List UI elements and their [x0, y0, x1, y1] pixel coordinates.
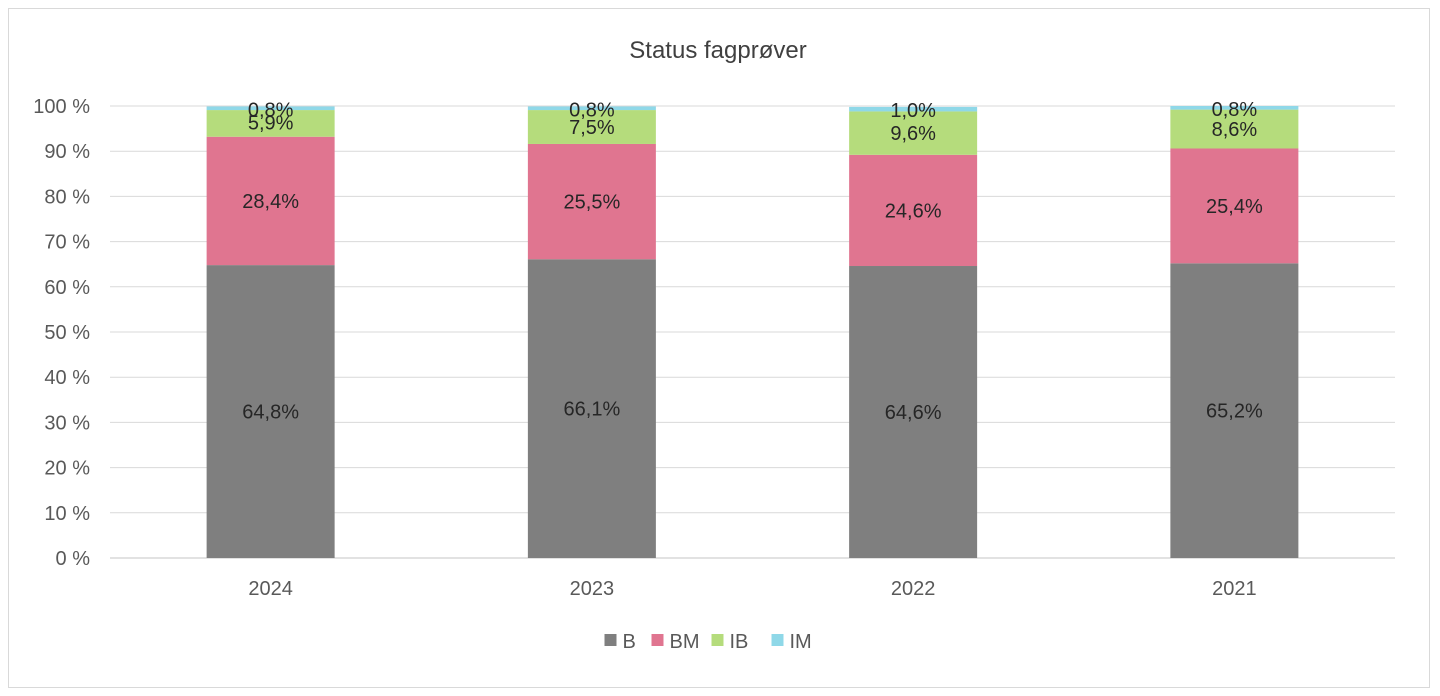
data-label-im-2022: 1,0%: [890, 100, 936, 122]
x-tick-label: 2023: [570, 578, 615, 600]
legend: B BM IB IM: [604, 631, 812, 653]
y-tick-label: 80 %: [44, 186, 90, 208]
bar-segment-ib-2021: [1170, 109, 1299, 149]
data-label-b-2021: 65,2%: [1206, 401, 1263, 423]
legend-label-ib: IB: [730, 631, 749, 653]
y-tick-label: 0 %: [56, 548, 91, 570]
data-label-b-2024: 64,8%: [242, 402, 299, 424]
y-tick-label: 100 %: [33, 96, 90, 118]
y-tick-label: 90 %: [44, 141, 90, 163]
data-label-im-2024: 0,8%: [248, 99, 294, 121]
data-label-bm-2021: 25,4%: [1206, 196, 1263, 218]
bar-segment-im-2022: [849, 106, 978, 112]
legend-swatch-b: [604, 634, 617, 646]
bar-segment-bm-2022: [849, 154, 978, 267]
data-label-im-2023: 0,8%: [569, 99, 615, 121]
y-tick-label: 40 %: [44, 367, 90, 389]
data-label-b-2023: 66,1%: [564, 399, 621, 421]
bar-segment-b-2021: [1170, 263, 1299, 558]
data-label-bm-2024: 28,4%: [242, 191, 299, 213]
bar-segment-b-2023: [527, 259, 656, 558]
bar-segment-b-2024: [206, 265, 335, 558]
legend-swatch-im: [771, 634, 784, 646]
y-tick-label: 10 %: [44, 503, 90, 525]
legend-label-im: IM: [790, 631, 812, 653]
y-axis: 0 % 10 % 20 % 30 % 40 % 50 % 60 % 70 % 80 % 90 % 1…: [33, 96, 90, 570]
bar-segment-im-2023: [527, 106, 656, 111]
data-label-ib-2024: 5,9%: [248, 112, 294, 134]
data-label-bm-2023: 25,5%: [564, 192, 621, 214]
y-tick-label: 60 %: [44, 277, 90, 299]
bar-segment-ib-2022: [849, 111, 978, 155]
data-label-b-2022: 64,6%: [885, 402, 942, 424]
legend-swatch-ib: [711, 634, 724, 646]
data-label-bm-2022: 24,6%: [885, 200, 942, 222]
chart-title: Status fagprøver: [629, 37, 806, 64]
y-tick-label: 30 %: [44, 412, 90, 434]
y-tick-label: 70 %: [44, 232, 90, 254]
x-axis: 2024 2023 2022 2021: [248, 578, 1256, 600]
bar-segment-ib-2024: [206, 110, 335, 137]
x-tick-label: 2021: [1212, 578, 1257, 600]
data-label-ib-2023: 7,5%: [569, 117, 615, 139]
bar-segment-bm-2023: [527, 143, 656, 260]
data-label-ib-2022: 9,6%: [890, 123, 936, 145]
legend-swatch-bm: [651, 634, 664, 646]
x-tick-label: 2022: [891, 578, 936, 600]
legend-label-bm: BM: [670, 631, 700, 653]
y-tick-label: 20 %: [44, 458, 90, 480]
bar-segment-im-2024: [206, 106, 335, 111]
bar-segment-b-2022: [849, 266, 978, 558]
bar-segment-im-2021: [1170, 106, 1299, 110]
x-tick-label: 2024: [248, 578, 293, 600]
bar-segment-bm-2021: [1170, 148, 1299, 264]
bar-segment-bm-2024: [206, 136, 335, 266]
y-tick-label: 50 %: [44, 322, 90, 344]
data-label-im-2021: 0,8%: [1212, 99, 1258, 121]
data-labels: 64,8%28,4%5,9%0,8%66,1%25,5%7,5%0,8%64,6…: [242, 99, 1263, 424]
data-label-ib-2021: 8,6%: [1212, 119, 1258, 141]
legend-label-b: B: [623, 631, 636, 653]
bar-segment-ib-2023: [527, 110, 656, 144]
bars: [206, 106, 1299, 558]
